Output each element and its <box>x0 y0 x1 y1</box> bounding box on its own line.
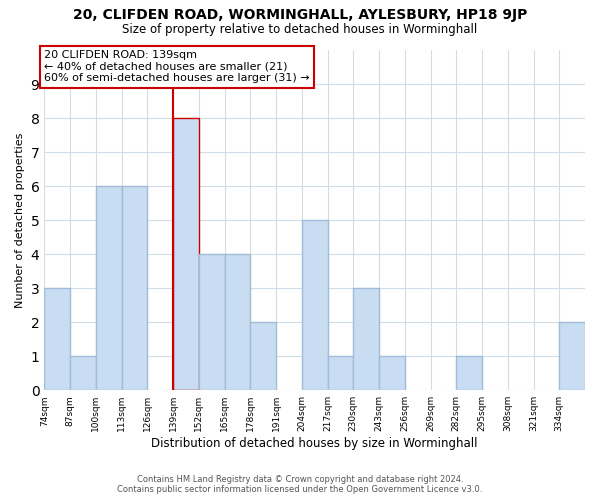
Text: Size of property relative to detached houses in Worminghall: Size of property relative to detached ho… <box>122 22 478 36</box>
X-axis label: Distribution of detached houses by size in Worminghall: Distribution of detached houses by size … <box>151 437 478 450</box>
Bar <box>96 186 122 390</box>
Bar <box>328 356 353 390</box>
Bar <box>559 322 585 390</box>
Bar <box>379 356 405 390</box>
Bar <box>199 254 224 390</box>
Text: Contains HM Land Registry data © Crown copyright and database right 2024.
Contai: Contains HM Land Registry data © Crown c… <box>118 474 482 494</box>
Text: 20 CLIFDEN ROAD: 139sqm
← 40% of detached houses are smaller (21)
60% of semi-de: 20 CLIFDEN ROAD: 139sqm ← 40% of detache… <box>44 50 310 83</box>
Bar <box>173 118 199 390</box>
Bar <box>122 186 147 390</box>
Bar <box>353 288 379 390</box>
Bar <box>250 322 276 390</box>
Y-axis label: Number of detached properties: Number of detached properties <box>15 132 25 308</box>
Bar <box>44 288 70 390</box>
Bar <box>302 220 328 390</box>
Bar <box>224 254 250 390</box>
Bar <box>70 356 96 390</box>
Bar <box>456 356 482 390</box>
Text: 20, CLIFDEN ROAD, WORMINGHALL, AYLESBURY, HP18 9JP: 20, CLIFDEN ROAD, WORMINGHALL, AYLESBURY… <box>73 8 527 22</box>
